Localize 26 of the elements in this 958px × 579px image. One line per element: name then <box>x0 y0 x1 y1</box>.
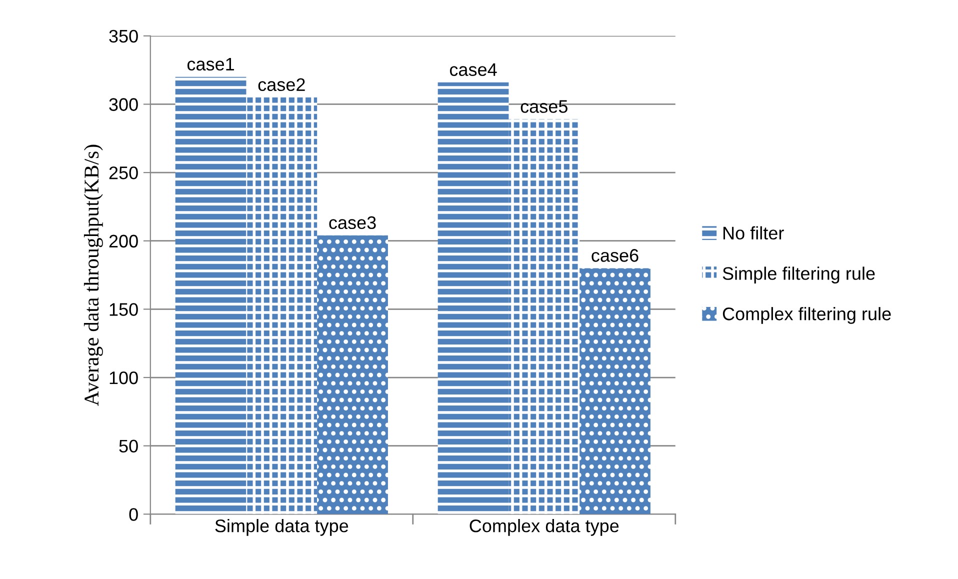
y-tick-label: 300 <box>109 98 138 111</box>
x-tick-label: Simple data type <box>215 519 348 536</box>
y-tick-label: 150 <box>110 303 138 316</box>
legend-label: Complex filtering rule <box>722 307 891 324</box>
x-tick-label: Complex data type <box>470 519 619 536</box>
y-tick-label: 200 <box>109 234 138 248</box>
legend-label: Simple filtering rule <box>722 266 875 284</box>
y-tick-label: 0 <box>129 508 138 521</box>
bar <box>580 268 650 514</box>
y-axis-title: Average data throughput(KB/s) <box>84 144 103 406</box>
bar <box>317 235 388 514</box>
data-label: case1 <box>187 58 234 71</box>
bar <box>438 82 509 514</box>
data-label: case4 <box>450 63 497 76</box>
legend-label: No filter <box>723 226 784 240</box>
data-label: case6 <box>592 249 638 262</box>
y-tick-label: 50 <box>119 440 138 453</box>
y-tick-label: 250 <box>109 166 138 180</box>
data-label: case3 <box>329 216 376 230</box>
y-tick-label: 100 <box>110 371 138 384</box>
bar <box>175 76 246 514</box>
bar <box>508 119 580 514</box>
y-tick-label: 350 <box>109 30 138 43</box>
data-label: case5 <box>520 100 568 113</box>
bar <box>246 97 318 514</box>
data-label: case2 <box>258 78 305 92</box>
